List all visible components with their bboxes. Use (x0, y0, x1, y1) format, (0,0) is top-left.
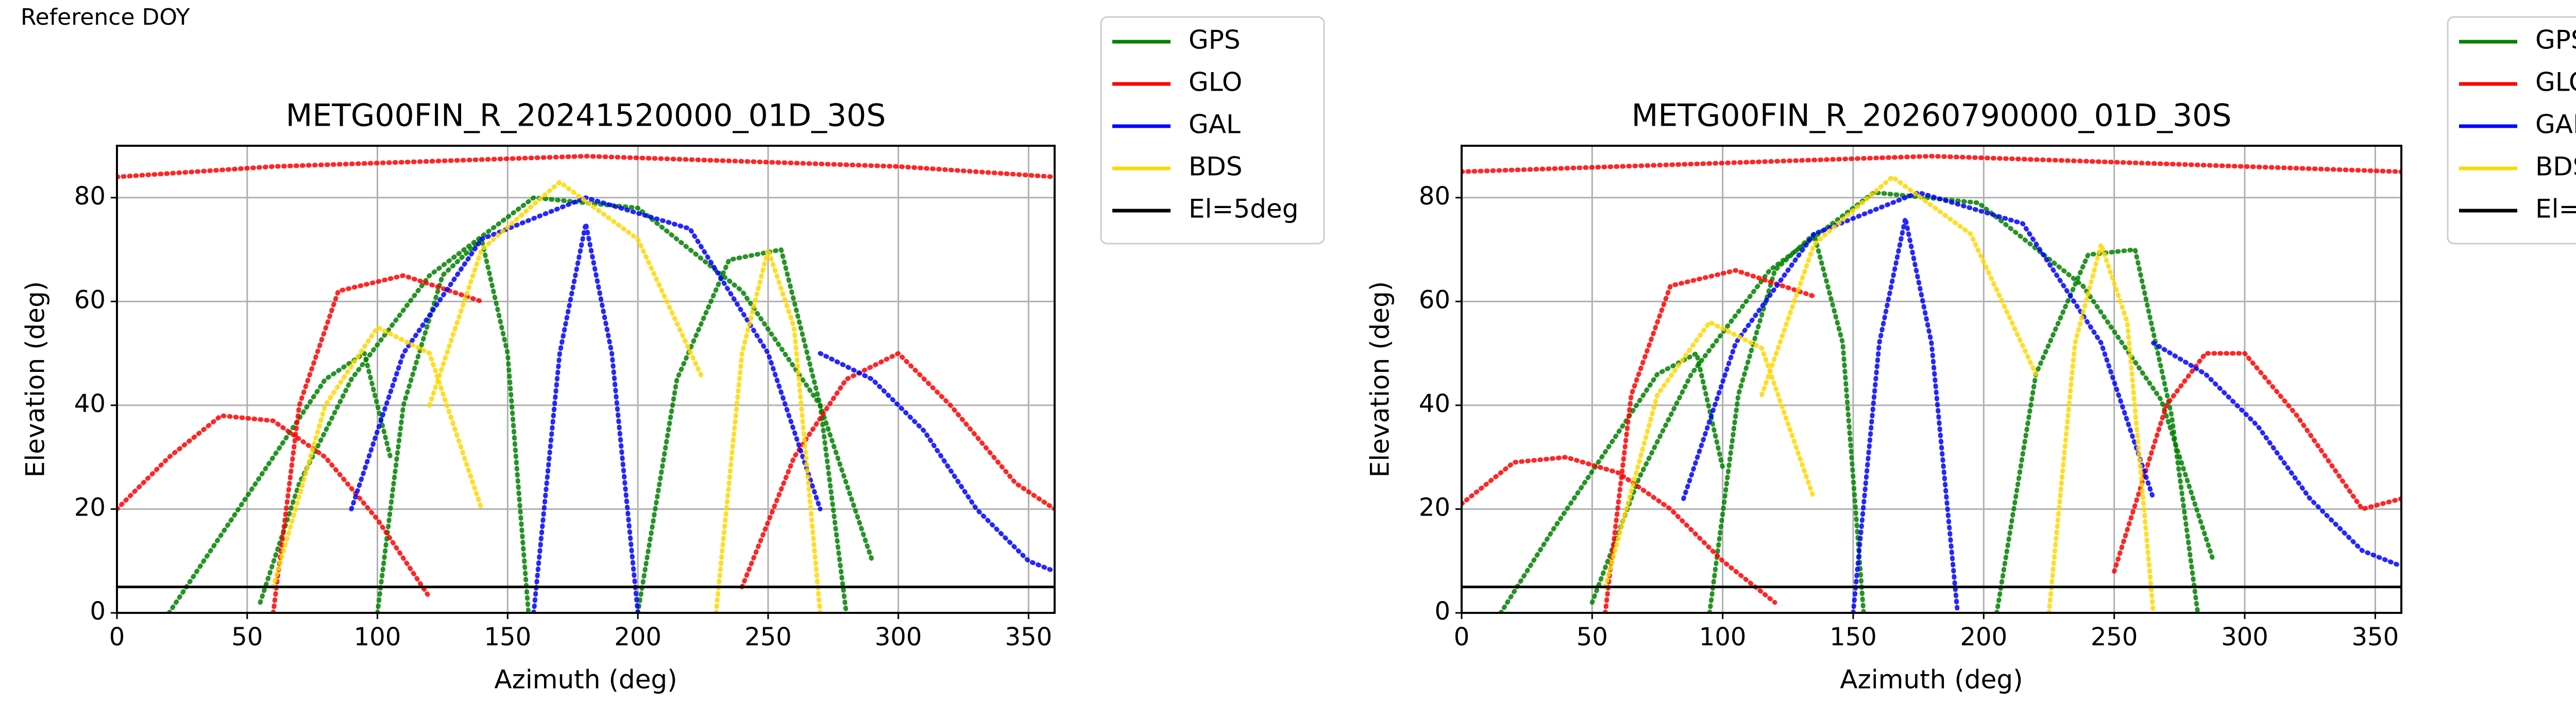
y-tick-label: 60 (74, 285, 106, 314)
track (1462, 153, 2401, 174)
y-tick-label: 40 (74, 389, 106, 418)
legend-label: GLO (1189, 67, 1242, 97)
x-tick-label: 50 (1577, 623, 1608, 652)
track (1498, 351, 1725, 613)
track (375, 236, 531, 613)
legend-label: GAL (1189, 110, 1241, 140)
track (818, 351, 1055, 574)
x-tick-label: 100 (1699, 623, 1747, 652)
legend-label: GPS (2535, 25, 2576, 55)
track (1707, 231, 1866, 613)
x-tick-label: 200 (614, 623, 662, 652)
plot-area (117, 153, 1055, 613)
y-tick-label: 80 (74, 182, 106, 211)
x-tick-label: 250 (2091, 623, 2138, 652)
track (1603, 268, 1817, 613)
track (1681, 190, 2156, 501)
chart-title: METG00FIN_R_20260790000_01D_30S (1632, 98, 2232, 134)
page-title: Reference DOY (21, 4, 190, 30)
legend-label: El=5deg (1189, 194, 1298, 224)
legend: GPS GLO GAL BDS El=5deg (2447, 16, 2576, 245)
subplot: METG00FIN_R_20260790000_01D_30S 0 50 100 150… (1365, 16, 2576, 695)
subplot: METG00FIN_R_20241520000_01D_30S 0 50 100 150… (21, 16, 1325, 695)
legend-label: GAL (2535, 110, 2576, 140)
x-tick-label: 300 (2221, 623, 2268, 652)
x-tick-label: 0 (109, 623, 125, 652)
track (1603, 320, 1817, 590)
track (349, 195, 823, 511)
x-tick-label: 150 (484, 623, 532, 652)
track (1994, 247, 2200, 613)
plot-area (1462, 153, 2401, 613)
legend-label: BDS (1189, 152, 1243, 182)
track (2046, 242, 2156, 613)
x-tick-label: 350 (2352, 623, 2399, 652)
track (270, 325, 484, 590)
track (1759, 175, 2039, 398)
y-tick-label: 20 (74, 493, 106, 522)
track (1589, 190, 2216, 605)
y-tick-label: 0 (90, 597, 106, 626)
legend-frame (2447, 16, 2576, 245)
track (1462, 455, 1777, 605)
track (117, 153, 1055, 179)
legend-frame (1100, 16, 1325, 245)
track (635, 247, 849, 613)
track (2151, 340, 2401, 569)
legend: GPS GLO GAL BDS El=5deg (1100, 16, 1325, 245)
y-axis-label: Elevation (deg) (21, 281, 50, 477)
x-tick-label: 350 (1005, 623, 1053, 652)
y-tick-label: 40 (1419, 389, 1450, 418)
x-tick-label: 0 (1454, 623, 1470, 652)
x-axis-label: Azimuth (deg) (494, 665, 677, 695)
y-tick-label: 20 (1419, 493, 1450, 522)
y-axis-label: Elevation (deg) (1365, 281, 1395, 477)
legend-label: GLO (2535, 67, 2576, 97)
x-tick-label: 150 (1829, 623, 1877, 652)
track (427, 180, 705, 408)
y-tick-label: 80 (1419, 182, 1450, 211)
legend-label: GPS (1189, 25, 1241, 55)
track (1851, 216, 1960, 613)
x-axis-label: Azimuth (deg) (1840, 665, 2023, 695)
legend-label: El=5deg (2535, 194, 2576, 224)
track (531, 221, 640, 613)
track (258, 195, 875, 605)
axes-frame (116, 145, 1056, 614)
x-tick-label: 200 (1960, 623, 2008, 652)
track (270, 273, 484, 613)
legend-label: BDS (2535, 152, 2576, 182)
track (714, 247, 823, 613)
track (117, 413, 432, 600)
x-tick-label: 100 (354, 623, 401, 652)
track (739, 351, 1055, 590)
y-tick-label: 60 (1419, 285, 1450, 314)
x-tick-label: 50 (231, 623, 263, 652)
axes-frame (1461, 145, 2402, 614)
chart-title: METG00FIN_R_20241520000_01D_30S (286, 98, 886, 134)
track (2112, 351, 2401, 574)
x-tick-label: 300 (875, 623, 922, 652)
x-tick-label: 250 (744, 623, 792, 652)
y-tick-label: 0 (1434, 597, 1450, 626)
